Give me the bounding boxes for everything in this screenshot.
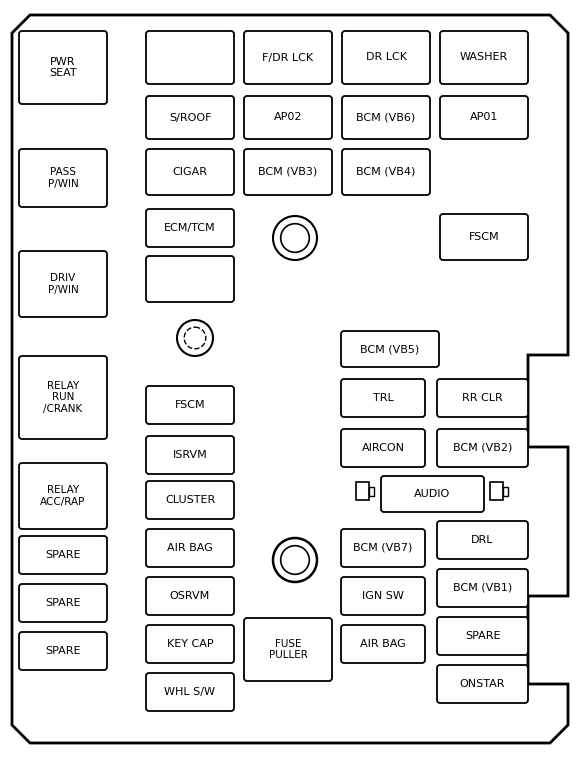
Text: AP02: AP02 [274,112,303,122]
Circle shape [273,538,317,582]
FancyBboxPatch shape [437,429,528,467]
FancyBboxPatch shape [437,569,528,607]
Text: OSRVM: OSRVM [170,591,210,601]
FancyBboxPatch shape [146,436,234,474]
FancyBboxPatch shape [341,429,425,467]
Bar [503,487,508,496]
Text: BCM (VB4): BCM (VB4) [356,167,416,177]
FancyBboxPatch shape [440,96,528,139]
FancyBboxPatch shape [341,529,425,567]
FancyBboxPatch shape [146,481,234,519]
PathPatch shape [12,15,568,743]
FancyBboxPatch shape [19,536,107,574]
Text: BCM (VB1): BCM (VB1) [453,583,512,593]
FancyBboxPatch shape [437,379,528,417]
Text: IGN SW: IGN SW [362,591,404,601]
Text: FSCM: FSCM [175,400,206,410]
Text: PASS
P/WIN: PASS P/WIN [48,167,78,189]
Text: DRL: DRL [471,535,493,545]
Text: SPARE: SPARE [465,631,500,641]
Bar [356,482,369,500]
FancyBboxPatch shape [381,476,484,512]
FancyBboxPatch shape [19,251,107,317]
Text: AIRCON: AIRCON [361,443,405,453]
Circle shape [273,216,317,260]
FancyBboxPatch shape [146,31,234,84]
Text: S/ROOF: S/ROOF [169,112,211,122]
FancyBboxPatch shape [440,214,528,260]
Text: RELAY
RUN
/CRANK: RELAY RUN /CRANK [43,381,82,413]
Bar [369,487,374,496]
Text: ECM/TCM: ECM/TCM [164,223,216,233]
FancyBboxPatch shape [19,356,107,439]
Text: PWR
SEAT: PWR SEAT [49,57,77,78]
Text: CLUSTER: CLUSTER [165,495,215,505]
FancyBboxPatch shape [146,96,234,139]
Circle shape [281,224,310,252]
Text: BCM (VB3): BCM (VB3) [258,167,318,177]
FancyBboxPatch shape [342,96,430,139]
FancyBboxPatch shape [244,96,332,139]
FancyBboxPatch shape [437,665,528,703]
Text: KEY CAP: KEY CAP [166,639,213,649]
Text: BCM (VB5): BCM (VB5) [360,344,420,354]
Text: AUDIO: AUDIO [415,489,451,499]
Text: WASHER: WASHER [460,53,508,63]
Text: AIR BAG: AIR BAG [167,543,213,553]
Text: DR LCK: DR LCK [366,53,406,63]
FancyBboxPatch shape [440,31,528,84]
Circle shape [281,545,310,575]
FancyBboxPatch shape [19,31,107,104]
Text: DRIV
P/WIN: DRIV P/WIN [48,274,78,295]
FancyBboxPatch shape [341,625,425,663]
FancyBboxPatch shape [342,149,430,195]
FancyBboxPatch shape [146,386,234,424]
Text: FUSE
PULLER: FUSE PULLER [269,639,307,660]
Text: AP01: AP01 [470,112,498,122]
Text: SPARE: SPARE [45,598,81,608]
FancyBboxPatch shape [437,521,528,559]
Text: F/DR LCK: F/DR LCK [262,53,314,63]
FancyBboxPatch shape [437,617,528,655]
Text: ONSTAR: ONSTAR [460,679,505,689]
FancyBboxPatch shape [19,463,107,529]
Text: RELAY
ACC/RAP: RELAY ACC/RAP [40,485,86,507]
FancyBboxPatch shape [341,577,425,615]
FancyBboxPatch shape [146,577,234,615]
Bar [490,482,503,500]
Text: SPARE: SPARE [45,550,81,560]
FancyBboxPatch shape [342,31,430,84]
Text: ISRVM: ISRVM [173,450,207,460]
FancyBboxPatch shape [341,379,425,417]
FancyBboxPatch shape [146,529,234,567]
Text: BCM (VB7): BCM (VB7) [353,543,413,553]
FancyBboxPatch shape [146,673,234,711]
FancyBboxPatch shape [146,149,234,195]
FancyBboxPatch shape [146,209,234,247]
Text: CIGAR: CIGAR [172,167,207,177]
Circle shape [177,320,213,356]
Text: FSCM: FSCM [469,232,499,242]
Circle shape [184,327,206,349]
FancyBboxPatch shape [146,625,234,663]
FancyBboxPatch shape [19,584,107,622]
FancyBboxPatch shape [244,149,332,195]
Text: BCM (VB2): BCM (VB2) [453,443,512,453]
FancyBboxPatch shape [341,331,439,367]
FancyBboxPatch shape [19,632,107,670]
Text: WHL S/W: WHL S/W [165,687,215,697]
Text: TRL: TRL [373,393,394,403]
FancyBboxPatch shape [146,256,234,302]
FancyBboxPatch shape [19,149,107,207]
FancyBboxPatch shape [244,31,332,84]
Text: RR CLR: RR CLR [462,393,503,403]
FancyBboxPatch shape [244,618,332,681]
Text: SPARE: SPARE [45,646,81,656]
Text: AIR BAG: AIR BAG [360,639,406,649]
Text: BCM (VB6): BCM (VB6) [356,112,416,122]
